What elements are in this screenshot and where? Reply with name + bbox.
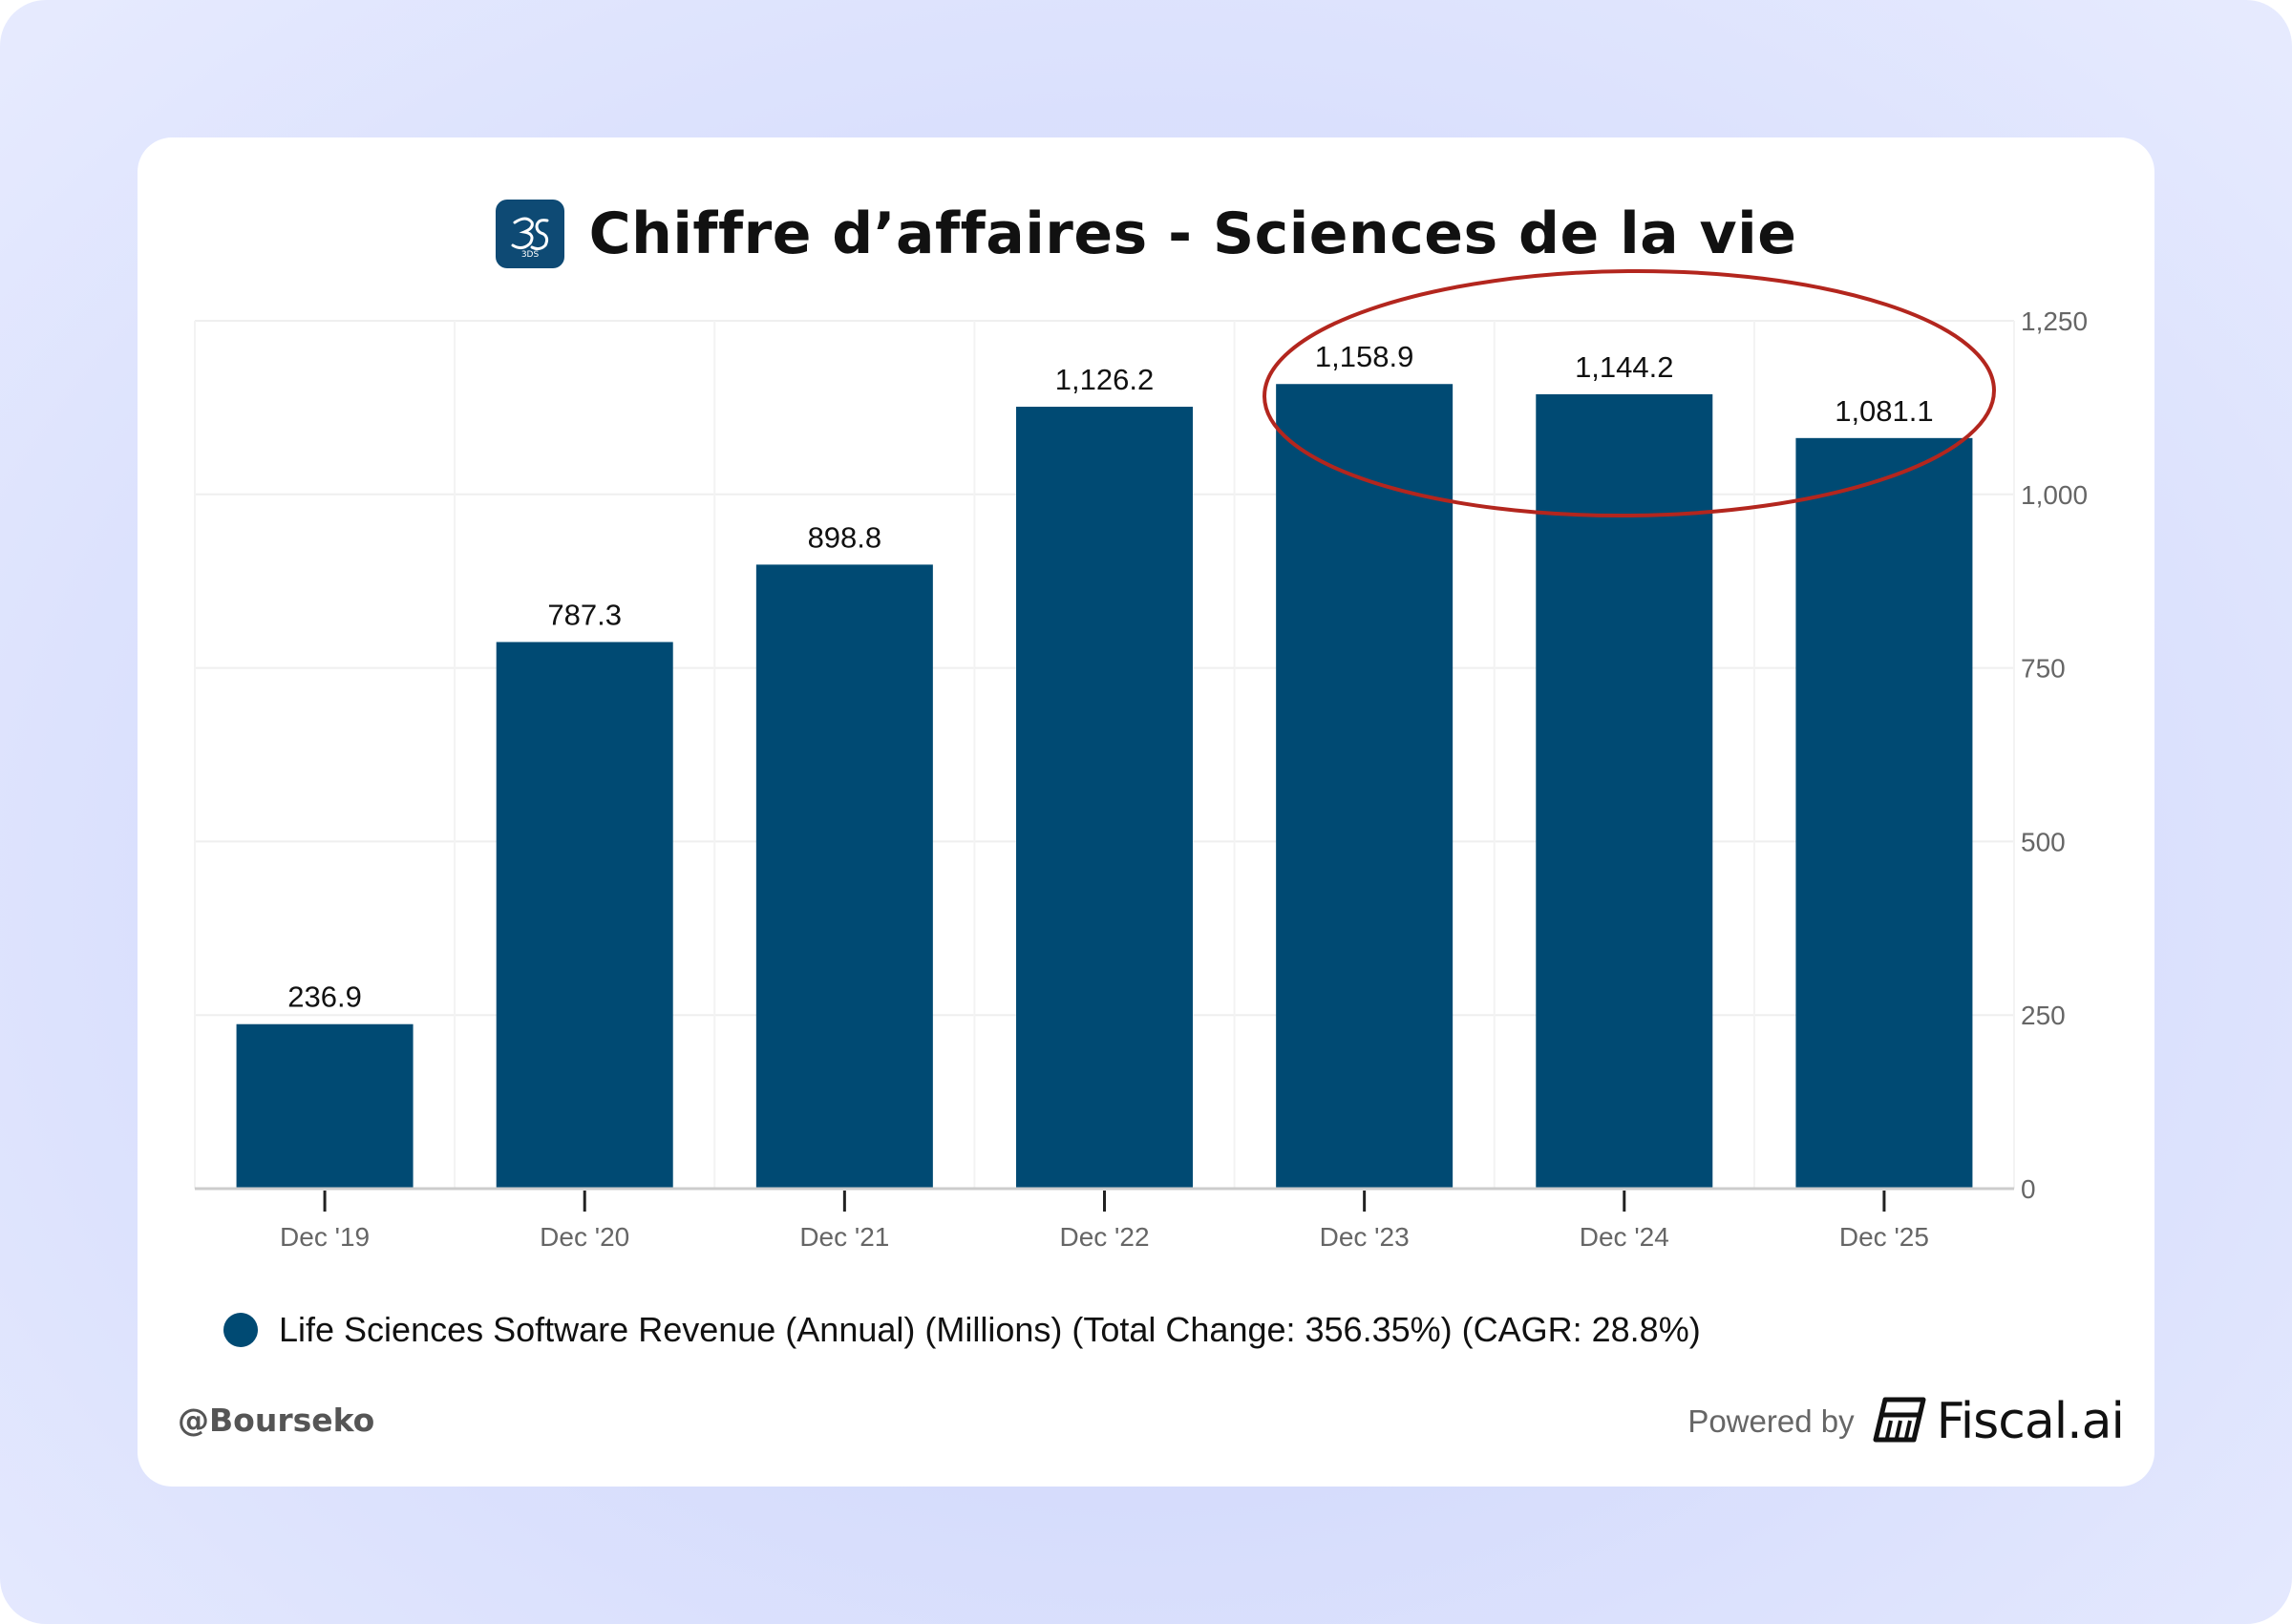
y-tick-label: 1,250 (2021, 306, 2088, 336)
x-tick-label: Dec '24 (1580, 1222, 1669, 1252)
bar (755, 564, 933, 1189)
y-tick-label: 500 (2021, 827, 2066, 856)
bar (236, 1023, 414, 1189)
bar-value-label: 1,158.9 (1315, 340, 1413, 373)
bar-value-label: 1,126.2 (1055, 363, 1154, 396)
bar-value-label: 898.8 (808, 520, 882, 554)
legend-label: Life Sciences Software Revenue (Annual) … (279, 1310, 1701, 1349)
powered-by: Powered by Fiscal.ai (1687, 1388, 2125, 1455)
x-tick-label: Dec '25 (1839, 1222, 1929, 1252)
bar-value-label: 236.9 (287, 981, 362, 1014)
bar-value-label: 1,081.1 (1835, 394, 1933, 428)
y-tick-label: 250 (2021, 1001, 2066, 1030)
bar (496, 642, 673, 1189)
y-tick-label: 1,000 (2021, 480, 2088, 510)
bar (1536, 393, 1713, 1190)
fiscal-ai-logo-icon (1872, 1396, 1927, 1448)
3ds-logo-icon: 3DS (495, 200, 564, 268)
chart-card: 3DS Chiffre d’affaires - Sciences de la … (138, 137, 2154, 1487)
powered-by-label: Powered by (1687, 1403, 1855, 1439)
bar-value-labels: 236.9 787.3 898.8 1,126.2 1,158.9 1,144.2 1,08… (287, 340, 1933, 1013)
highlight-ellipse (1263, 268, 1996, 518)
y-tick-label: 750 (2021, 654, 2066, 684)
bar-value-label: 787.3 (547, 598, 622, 631)
brand-name: Fiscal.ai (1936, 1393, 2125, 1450)
bar-value-label: 1,144.2 (1575, 350, 1673, 384)
bar (1795, 437, 1973, 1189)
axes: 0 250 500 750 1,000 1,250 Dec '19 Dec '20 Dec '2… (195, 306, 2088, 1252)
bars (236, 384, 1973, 1190)
title-row: 3DS Chiffre d’affaires - Sciences de la … (138, 191, 2154, 277)
x-tick-label: Dec '19 (280, 1222, 370, 1252)
legend-marker (223, 1313, 258, 1347)
x-tick-label: Dec '21 (799, 1222, 889, 1252)
page-title: Chiffre d’affaires - Sciences de la vie (588, 200, 1797, 267)
bar (1276, 384, 1454, 1189)
bar (1016, 407, 1193, 1190)
x-tick-label: Dec '23 (1320, 1222, 1410, 1252)
svg-text:3DS: 3DS (520, 250, 539, 259)
author-handle: @Bourseko (178, 1402, 375, 1439)
y-tick-label: 0 (2021, 1174, 2036, 1204)
legend[interactable]: Life Sciences Software Revenue (Annual) … (223, 1306, 1701, 1354)
bar-chart: 236.9 787.3 898.8 1,126.2 1,158.9 1,144.2 1,08… (194, 268, 2088, 1252)
x-tick-label: Dec '22 (1059, 1222, 1149, 1252)
x-tick-label: Dec '20 (540, 1222, 629, 1252)
